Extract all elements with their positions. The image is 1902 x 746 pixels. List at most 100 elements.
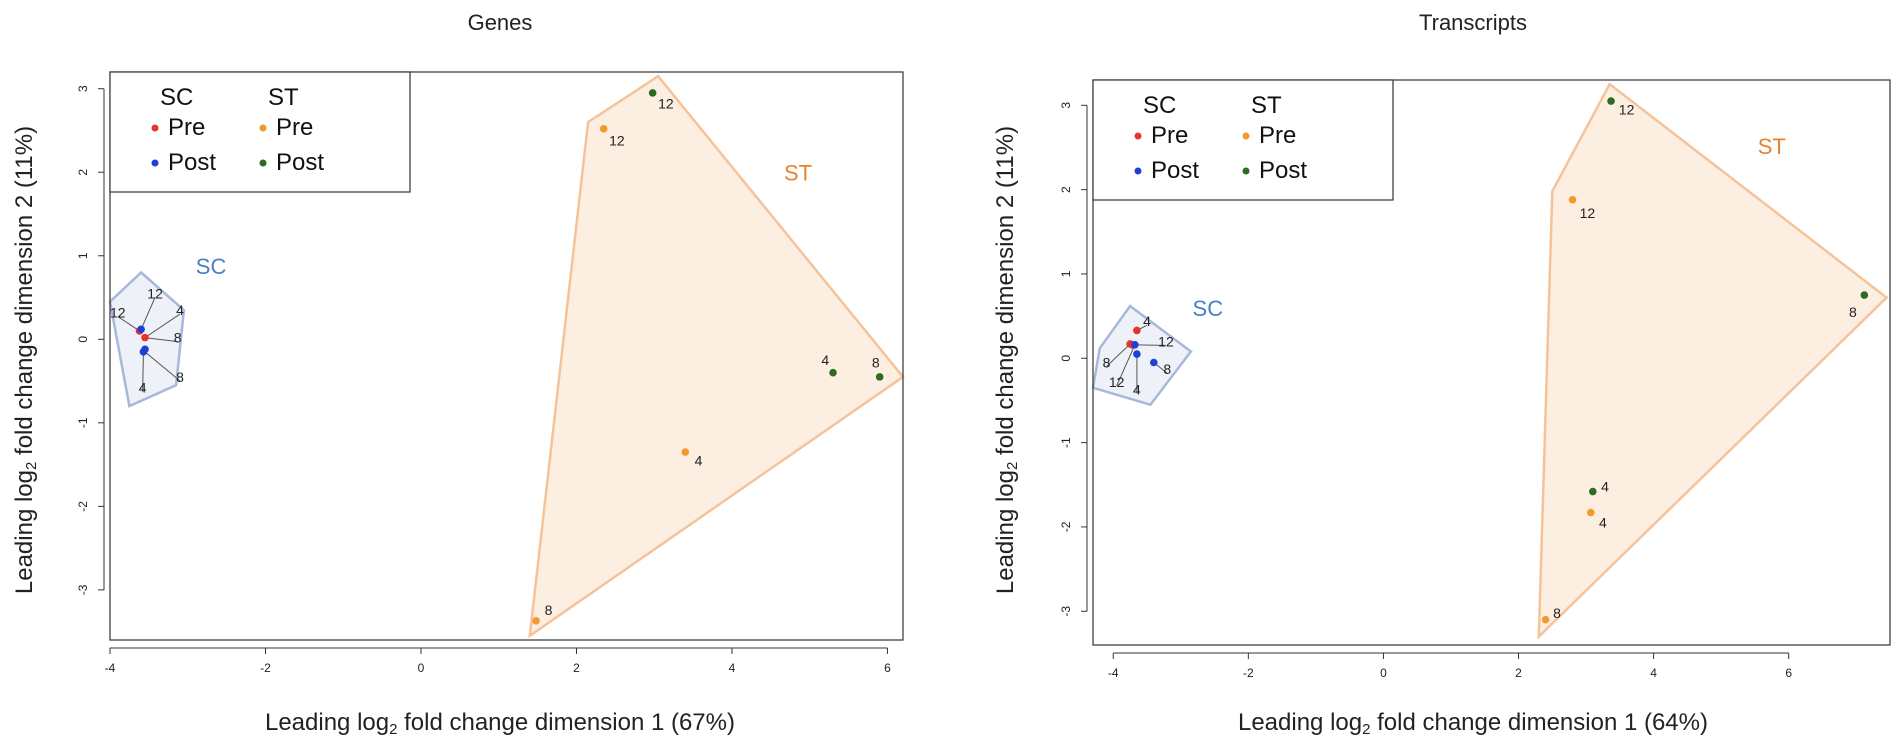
x-axis-label: Leading log2 fold change dimension 1 (67… [265, 709, 735, 738]
point-label: 4 [139, 380, 147, 396]
data-point [532, 616, 540, 625]
data-point [1589, 487, 1597, 496]
legend: SC Pre Post ST Pre Post [1092, 79, 1394, 201]
x-axis-label: Leading log2 fold change dimension 1 (64… [1238, 709, 1708, 738]
data-point [1133, 326, 1141, 335]
y-axis-label: Leading log2 fold change dimension 2 (11… [992, 126, 1021, 594]
legend-entry-label: Post [168, 149, 216, 176]
y-tick-label: -3 [1059, 606, 1073, 617]
data-point [141, 333, 149, 342]
x-tick-label: -4 [105, 661, 116, 675]
legend-entry-label: Post [276, 149, 324, 176]
y-axis-label: Leading log2 fold change dimension 2 (11… [11, 126, 40, 594]
leader-line [144, 337, 178, 343]
chart-title: Transcripts [1419, 10, 1527, 35]
point-label: 12 [1109, 374, 1125, 390]
x-tick-label: 0 [418, 661, 425, 675]
point-label: 4 [1601, 478, 1609, 494]
legend-entry-label: Post [1151, 157, 1199, 184]
leader-line [144, 313, 181, 339]
y-tick-label: -3 [76, 584, 90, 595]
x-tick-label: -2 [1243, 666, 1254, 680]
legend-box [1092, 79, 1394, 201]
legend-entry-label: Pre [1259, 122, 1296, 149]
point-label: 8 [176, 369, 184, 385]
panel-genes: Genes Leading log2 fold change dimension… [11, 10, 905, 738]
data-point [1860, 291, 1869, 299]
point-label: 12 [1580, 205, 1596, 221]
hull-label-sc: SC [1193, 296, 1224, 321]
point-label: 8 [872, 355, 880, 371]
data-point [1131, 340, 1139, 349]
point-label: 8 [1163, 361, 1171, 377]
legend-box [109, 71, 411, 193]
point-label: 4 [1599, 515, 1607, 531]
hull-st [528, 74, 905, 639]
data-point [1133, 350, 1141, 358]
hull-st [1537, 82, 1889, 640]
leader-line [1106, 343, 1131, 367]
x-tick-label: -4 [1108, 666, 1119, 680]
legend-marker [151, 124, 159, 132]
point-label: 4 [1133, 381, 1141, 397]
x-tick-label: 2 [573, 661, 580, 675]
data-point [1586, 508, 1595, 517]
legend-group-title: ST [268, 84, 299, 111]
point-label: 8 [1553, 605, 1561, 621]
point-label: 4 [695, 452, 703, 468]
plot-frame [109, 71, 904, 641]
data-point [1541, 615, 1550, 624]
y-tick-label: -2 [76, 501, 90, 512]
data-point [1607, 97, 1615, 105]
data-point [599, 125, 608, 133]
y-tick-label: 1 [76, 252, 90, 259]
chart-title: Genes [468, 10, 533, 35]
x-tick-label: 6 [884, 661, 891, 675]
hull-sc [1091, 304, 1193, 407]
legend-group-title: SC [160, 84, 193, 111]
point-label: 8 [545, 602, 553, 618]
point-label: 12 [609, 132, 625, 148]
x-tick-label: 6 [1785, 666, 1792, 680]
leader-line [142, 351, 144, 392]
point-label: 4 [1143, 313, 1151, 329]
point-label: 12 [658, 96, 674, 112]
data-point [681, 448, 690, 456]
legend-group-title: ST [1251, 92, 1282, 119]
y-tick-label: -2 [1059, 521, 1073, 532]
legend-marker [151, 159, 159, 167]
x-tick-label: 2 [1515, 666, 1522, 680]
y-tick-label: 0 [76, 336, 90, 343]
legend-marker [1134, 167, 1142, 175]
y-tick-label: 0 [1059, 355, 1073, 362]
legend: SC Pre Post ST Pre Post [109, 71, 411, 193]
legend-entry-label: Pre [168, 114, 205, 141]
data-point [1149, 358, 1158, 367]
y-tick-label: 2 [76, 169, 90, 176]
point-label: 8 [1103, 355, 1111, 371]
y-tick-label: 1 [1059, 270, 1073, 277]
legend-entry-label: Pre [1151, 122, 1188, 149]
y-tick-label: 3 [1059, 102, 1073, 109]
y-tick-label: 3 [76, 85, 90, 92]
legend-marker [259, 159, 267, 167]
y-tick-label: -1 [76, 417, 90, 428]
leader-line [140, 297, 156, 330]
legend-group-title: SC [1143, 92, 1176, 119]
panel-transcripts: Transcripts Leading log2 fold change dim… [992, 10, 1891, 738]
legend-entry-label: Pre [276, 114, 313, 141]
leader-line [117, 316, 140, 332]
point-label: 8 [174, 330, 182, 346]
point-label: 4 [821, 352, 829, 368]
point-label: 12 [110, 305, 126, 321]
data-point [648, 89, 657, 97]
x-tick-label: -2 [260, 661, 271, 675]
data-point [137, 325, 145, 334]
data-point [875, 373, 884, 381]
point-label: 12 [1619, 102, 1635, 118]
legend-entry-label: Post [1259, 157, 1307, 184]
legend-marker [1134, 132, 1142, 140]
x-tick-label: 4 [1650, 666, 1657, 680]
point-label: 12 [1158, 333, 1174, 349]
